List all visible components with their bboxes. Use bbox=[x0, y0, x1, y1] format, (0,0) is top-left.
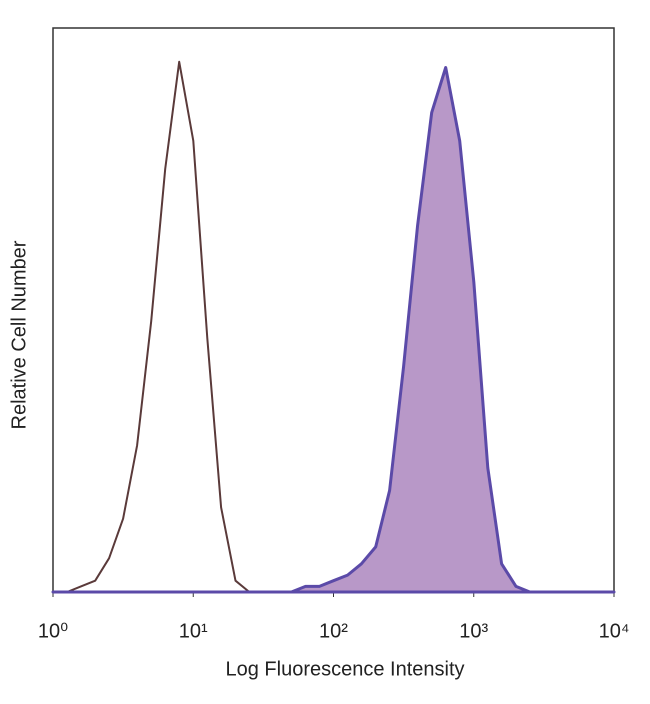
x-tick-label: 10² bbox=[319, 620, 348, 642]
x-tick-label: 10¹ bbox=[179, 620, 208, 642]
x-tick-label: 10⁴ bbox=[599, 620, 630, 642]
histogram bbox=[51, 66, 616, 594]
x-tick-label: 10⁰ bbox=[38, 620, 68, 642]
x-tick-label: 10³ bbox=[459, 620, 488, 642]
plot-frame bbox=[52, 27, 615, 593]
x-axis-title: Log Fluorescence Intensity bbox=[225, 658, 464, 680]
y-axis-title: Relative Cell Number bbox=[8, 240, 30, 429]
histogram bbox=[53, 60, 614, 593]
